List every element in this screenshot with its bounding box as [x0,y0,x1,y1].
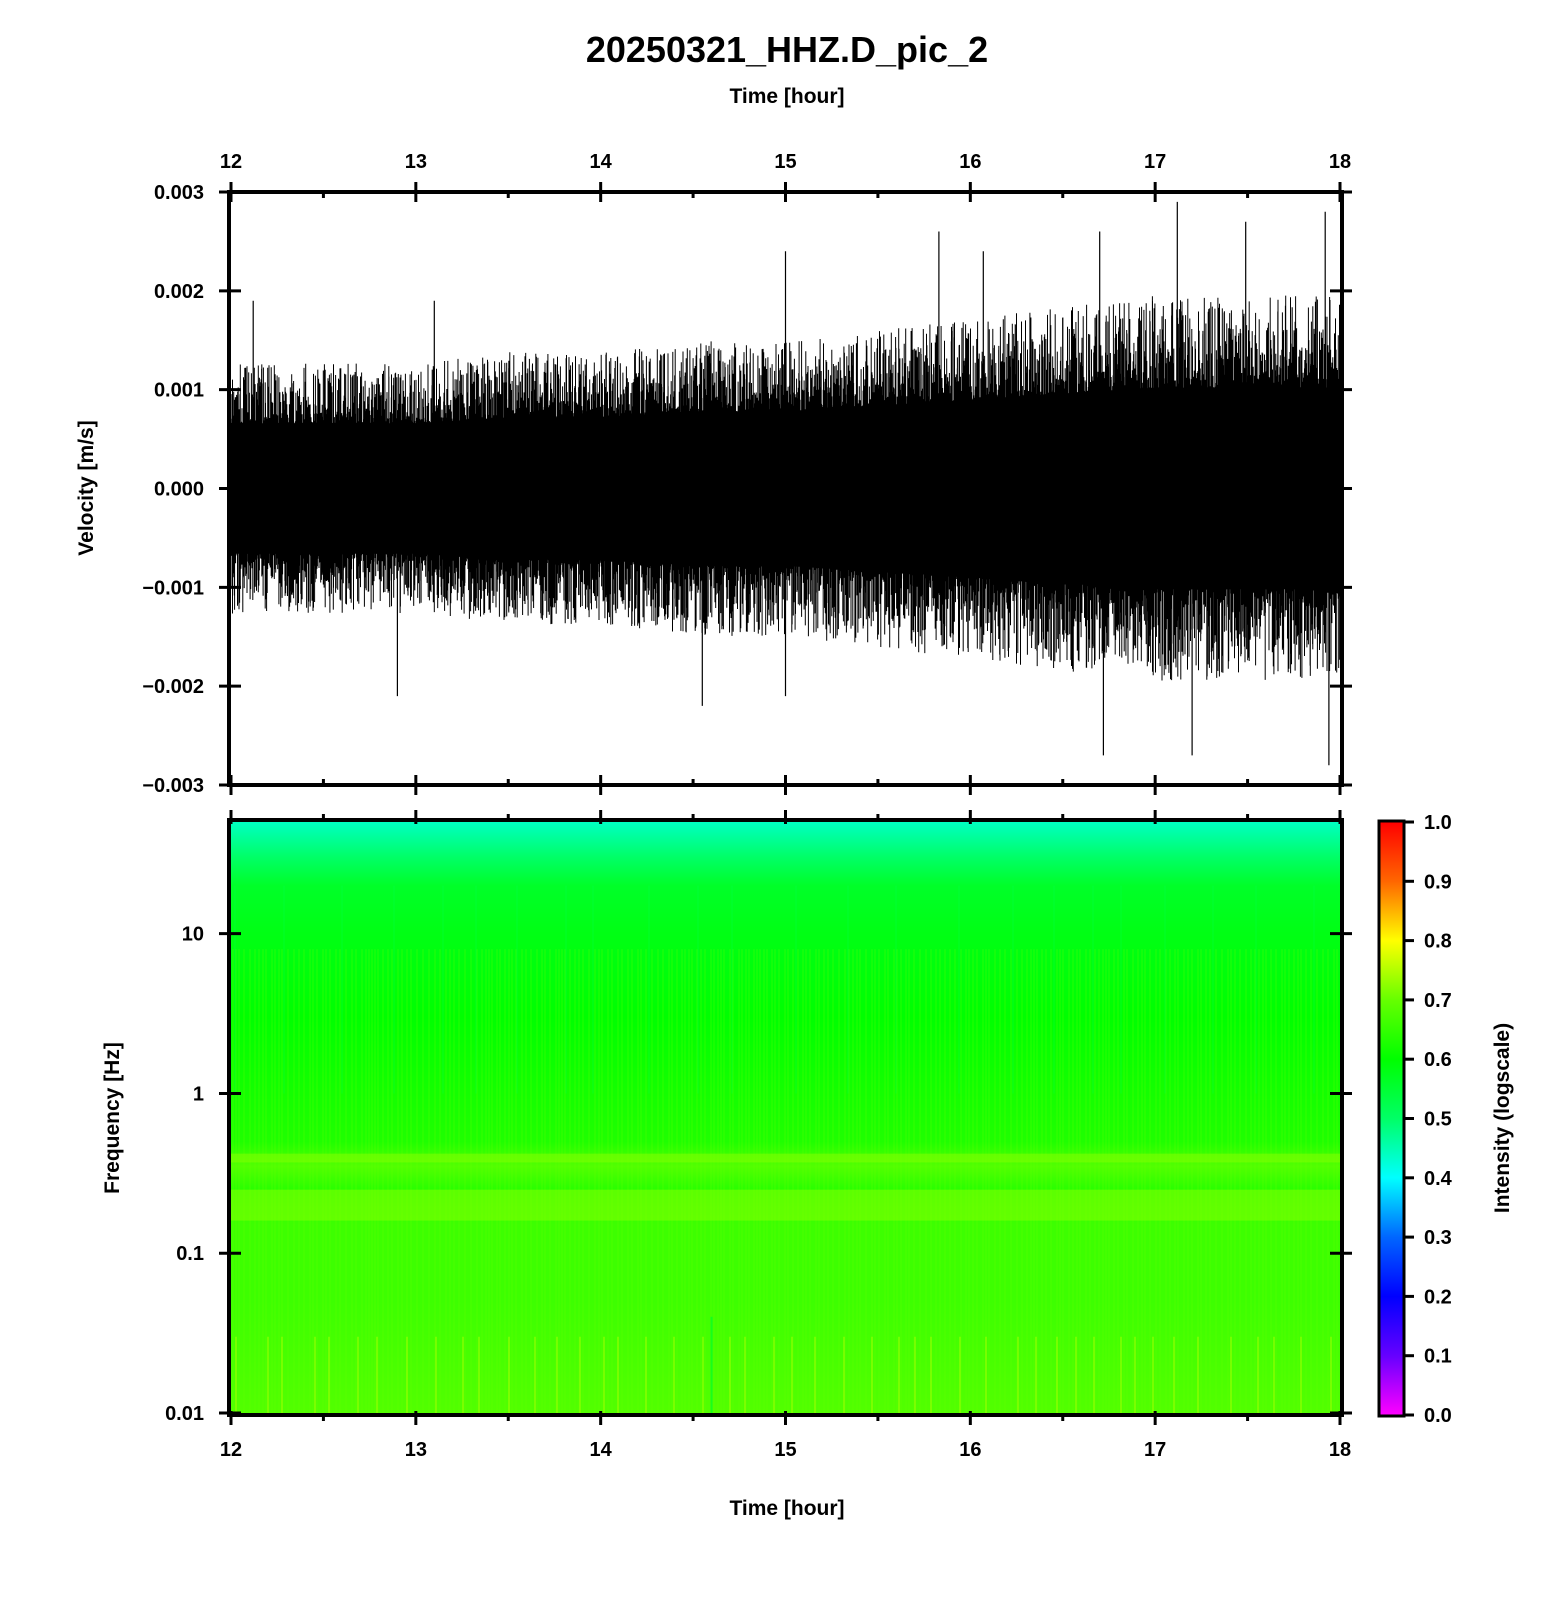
spectrogram-texture [231,885,1340,1413]
waveform-ytick-label: −0.003 [142,775,204,797]
bottom-xtick-label: 15 [774,1439,796,1461]
colorbar-tick-label: 0.2 [1424,1286,1452,1308]
colorbar-tick-label: 0.0 [1424,1405,1452,1427]
top-xtick-label: 18 [1329,151,1351,173]
colorbar-tick-label: 0.3 [1424,1227,1452,1249]
top-xtick-label: 13 [405,151,427,173]
colorbar-tick-label: 0.6 [1424,1049,1452,1071]
top-xtick-label: 15 [774,151,796,173]
waveform-panel: 12 13 14 15 16 17 18 0.003 0.002 0.001 0.000 −0.001… [75,151,1352,797]
spectrogram-lowfreq-stripes [235,1336,1332,1413]
waveform-trace [230,201,1341,766]
top-xlabel: Time [hour] [729,85,844,108]
colorbar-tick-label: 0.7 [1424,990,1452,1012]
top-xtick-label: 16 [959,151,981,173]
spectrogram-stripes [232,949,1338,1413]
spectrogram-cyan-stripes [234,885,1315,1094]
waveform-ytick-label: 0.001 [154,380,204,402]
waveform-ytick-label: −0.001 [142,577,204,599]
spectrogram-ytick-label: 10 [182,924,204,946]
colorbar: 1.0 0.9 0.8 0.7 0.6 0.5 0.4 0.3 0.2 0.1 0.0 Intens… [1377,812,1514,1427]
bottom-xtick-label: 12 [220,1439,242,1461]
colorbar-tick-label: 0.8 [1424,931,1452,953]
colorbar-fill [1380,822,1403,1415]
spectrogram-ylabel: Frequency [Hz] [101,1042,124,1194]
waveform-ylabel: Velocity [m/s] [75,420,98,555]
spectrogram-ticks: 12 13 14 15 16 17 18 10 1 0.1 0.01 [165,810,1352,1461]
waveform-ticks: 12 13 14 15 16 17 18 0.003 0.002 0.001 0.000 −0.001… [142,151,1352,797]
spectrogram-image [231,822,1340,1413]
figure-title: 20250321_HHZ.D_pic_2 [586,29,988,70]
spectrogram-ytick-label: 0.1 [176,1243,204,1265]
waveform-ytick-label: 0.000 [154,479,204,501]
waveform-ytick-label: −0.002 [142,676,204,698]
colorbar-tick-label: 1.0 [1424,812,1452,834]
bottom-xtick-label: 14 [590,1439,613,1461]
waveform-ytick-label: 0.003 [154,182,204,204]
bottom-xtick-label: 16 [959,1439,981,1461]
spectrogram-ytick-label: 1 [193,1083,204,1105]
colorbar-tick-label: 0.4 [1424,1168,1453,1190]
bottom-xtick-label: 18 [1329,1439,1351,1461]
waveform-ytick-label: 0.002 [154,281,204,303]
colorbar-ticks: 1.0 0.9 0.8 0.7 0.6 0.5 0.4 0.3 0.2 0.1 0.0 [1404,812,1453,1427]
top-xtick-label: 14 [590,151,613,173]
bottom-xtick-label: 13 [405,1439,427,1461]
top-xtick-label: 12 [220,151,242,173]
waveform-peaks [252,201,1330,766]
colorbar-tick-label: 0.9 [1424,871,1452,893]
colorbar-tick-label: 0.1 [1424,1346,1452,1368]
bottom-xtick-label: 17 [1144,1439,1166,1461]
spectrogram-band [231,1153,1340,1163]
colorbar-tick-label: 0.5 [1424,1109,1452,1131]
colorbar-label: Intensity (logscale) [1491,1023,1514,1213]
spectrogram-band [231,1189,1340,1221]
spectrogram-ytick-label: 0.01 [165,1403,204,1425]
top-xtick-label: 17 [1144,151,1166,173]
bottom-xlabel: Time [hour] [729,1497,844,1520]
waveform-line [230,295,1341,681]
